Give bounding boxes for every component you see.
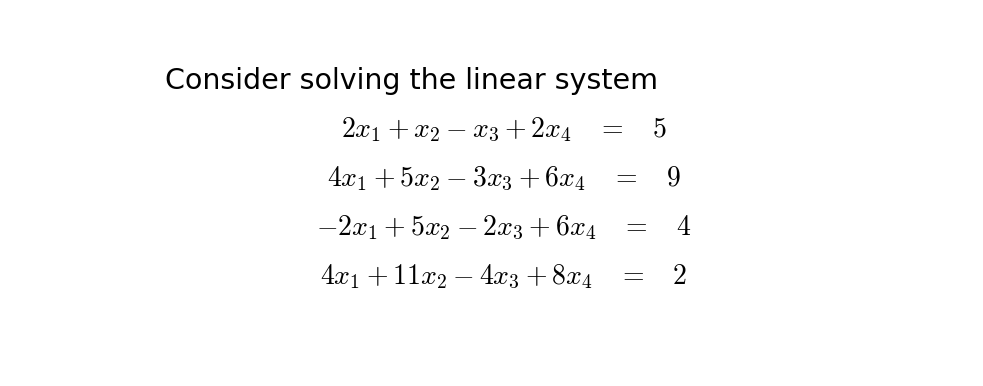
Text: $4x_1 + 11x_2 - 4x_3 + 8x_4 \quad = \quad 2$: $4x_1 + 11x_2 - 4x_3 + 8x_4 \quad = \qua… — [320, 262, 687, 291]
Text: $2x_1 + x_2 - x_3 + 2x_4 \quad = \quad 5$: $2x_1 + x_2 - x_3 + 2x_4 \quad = \quad 5… — [341, 115, 666, 144]
Text: Consider solving the linear system: Consider solving the linear system — [165, 67, 658, 95]
Text: $4x_1 + 5x_2 - 3x_3 + 6x_4 \quad = \quad 9$: $4x_1 + 5x_2 - 3x_3 + 6x_4 \quad = \quad… — [327, 164, 680, 193]
Text: $-2x_1 + 5x_2 - 2x_3 + 6x_4 \quad = \quad 4$: $-2x_1 + 5x_2 - 2x_3 + 6x_4 \quad = \qua… — [316, 213, 692, 242]
